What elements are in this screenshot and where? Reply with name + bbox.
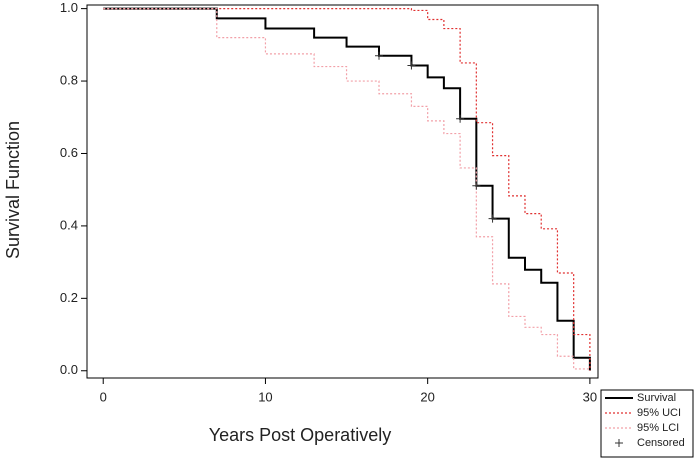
legend-box	[600, 389, 694, 458]
x-tick-label: 10	[258, 389, 272, 404]
y-tick-label: 0.2	[60, 290, 78, 305]
legend-label: Survival	[637, 392, 676, 404]
plot-frame	[86, 4, 599, 379]
x-tick-label: 30	[583, 389, 597, 404]
censored-mark	[375, 51, 383, 60]
survival-line	[103, 8, 591, 371]
legend-label: 95% LCI	[637, 422, 679, 434]
censored-mark	[472, 181, 481, 190]
y-tick-label: 0.0	[60, 362, 78, 377]
x-tick-label: 20	[420, 389, 434, 404]
survival-line	[103, 8, 591, 371]
x-tick-label: 0	[100, 389, 107, 404]
y-axis-title: Survival Function	[3, 121, 23, 259]
y-tick-label: 1.0	[60, 0, 78, 15]
x-axis-title: Years Post Operatively	[209, 425, 391, 445]
legend-label: 95% UCI	[637, 407, 681, 419]
y-tick-label: 0.8	[60, 72, 78, 87]
censored-mark	[407, 61, 416, 70]
y-tick-label: 0.6	[60, 145, 78, 160]
censored-mark	[488, 214, 497, 223]
legend-swatch	[615, 439, 623, 447]
censored-mark	[456, 114, 465, 123]
legend-label: Censored	[637, 437, 685, 449]
survival-line	[103, 7, 591, 371]
y-tick-label: 0.4	[60, 217, 78, 232]
